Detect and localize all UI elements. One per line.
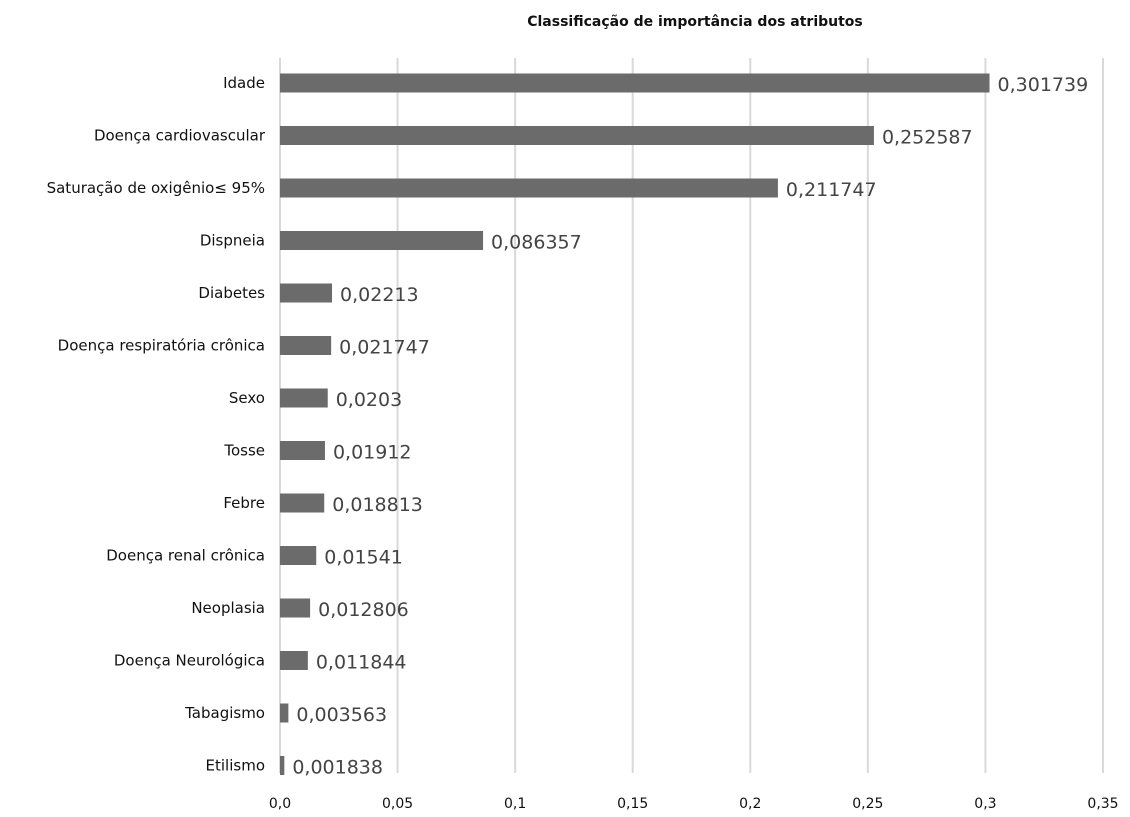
x-tick-label: 0,25 <box>852 796 883 812</box>
data-label: 0,0203 <box>336 389 402 411</box>
data-label: 0,211747 <box>786 179 877 201</box>
category-label: Neoplasia <box>191 599 265 617</box>
bar <box>280 598 311 618</box>
data-label: 0,018813 <box>332 494 423 516</box>
x-tick-label: 0,15 <box>617 796 648 812</box>
data-label: 0,02213 <box>340 284 419 306</box>
bar <box>280 493 325 513</box>
bar <box>280 73 990 93</box>
x-tick-label: 0,3 <box>974 796 996 812</box>
bar <box>280 703 289 723</box>
category-label: Dispneia <box>200 232 265 250</box>
data-label: 0,011844 <box>316 652 407 674</box>
data-label: 0,252587 <box>882 127 973 149</box>
category-label: Idade <box>223 74 265 92</box>
bar <box>280 178 778 198</box>
bar <box>280 336 332 355</box>
bar <box>280 441 325 460</box>
bar <box>280 283 333 303</box>
category-label: Etilismo <box>206 757 265 775</box>
category-label: Saturação de oxigênio≤ 95% <box>47 179 265 197</box>
x-tick-label: 0,1 <box>504 796 526 812</box>
data-label: 0,086357 <box>491 232 582 254</box>
bar <box>280 756 285 775</box>
data-label: 0,01541 <box>324 547 403 569</box>
bar <box>280 231 484 250</box>
data-label: 0,021747 <box>339 337 430 359</box>
bar <box>280 388 328 408</box>
x-tick-label: 0,0 <box>269 796 291 812</box>
category-label: Doença renal crônica <box>106 547 265 565</box>
x-tick-label: 0,35 <box>1087 796 1118 812</box>
data-label: 0,01912 <box>333 442 412 464</box>
bar <box>280 651 308 670</box>
category-label: Tabagismo <box>184 704 265 722</box>
data-label: 0,001838 <box>292 757 383 779</box>
category-label: Sexo <box>229 389 265 407</box>
category-label: Diabetes <box>198 284 265 302</box>
x-tick-label: 0,2 <box>739 796 761 812</box>
data-label: 0,301739 <box>998 74 1089 96</box>
category-label: Doença respiratória crônica <box>58 337 265 355</box>
bar <box>280 126 874 145</box>
category-label: Febre <box>223 494 265 512</box>
data-label: 0,012806 <box>318 599 409 621</box>
chart-title: Classificação de importância dos atribut… <box>527 14 863 30</box>
category-label: Doença Neurológica <box>114 652 265 670</box>
bar <box>280 546 317 565</box>
category-label: Doença cardiovascular <box>94 127 266 145</box>
data-label: 0,003563 <box>296 704 387 726</box>
x-tick-label: 0,05 <box>382 796 413 812</box>
category-label: Tosse <box>223 442 265 460</box>
